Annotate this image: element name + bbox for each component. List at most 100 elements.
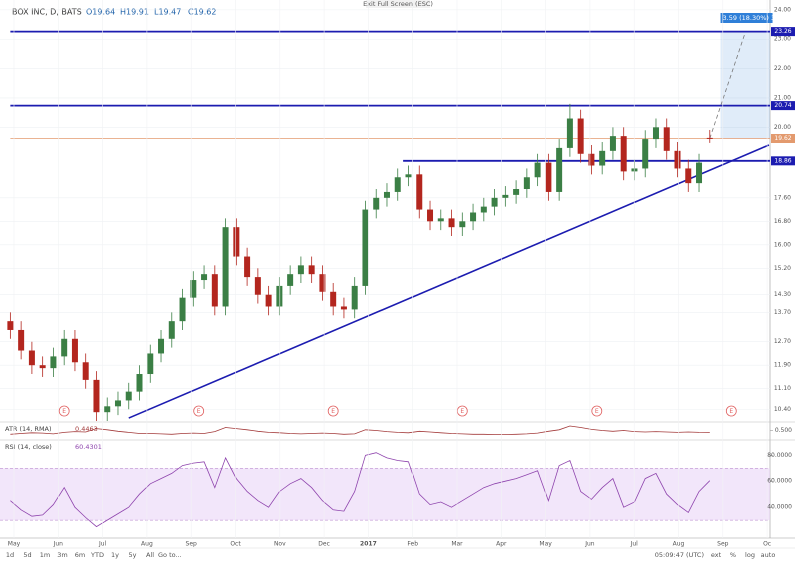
scale-option[interactable]: log — [745, 551, 755, 559]
x-tick-label: Aug — [673, 541, 685, 548]
y-tick-label: 20.00 — [774, 124, 791, 131]
candle-body — [588, 153, 595, 166]
exit-button-bg[interactable] — [366, 0, 430, 8]
candle-body — [513, 189, 520, 195]
earnings-label[interactable]: E — [62, 408, 66, 415]
y-tick-label: 23.00 — [774, 36, 791, 43]
x-tick-label: Sep — [717, 541, 729, 548]
candle-body — [179, 297, 186, 322]
price-label: 20.74 — [774, 102, 791, 109]
candle-body — [104, 406, 111, 413]
candle-body — [158, 338, 165, 354]
indicator-value: 0.4463 — [75, 425, 98, 433]
candle-body — [147, 353, 154, 375]
candle-body — [61, 338, 68, 357]
earnings-marker[interactable] — [193, 405, 205, 417]
candle-body — [696, 162, 703, 184]
candle-body — [287, 274, 294, 286]
ohlc-value: H19.91 — [120, 8, 149, 17]
candle-body — [416, 174, 423, 210]
candle-body — [18, 329, 25, 351]
indicator-line — [10, 425, 710, 435]
candle-body — [373, 197, 380, 210]
candle-body — [599, 150, 606, 166]
range-button[interactable]: 1y — [111, 551, 119, 559]
y-tick-label: 12.70 — [774, 338, 791, 345]
earnings-label[interactable]: E — [197, 408, 201, 415]
earnings-label[interactable]: E — [729, 408, 733, 415]
candle-body — [297, 265, 304, 275]
x-tick-label: Apr — [496, 541, 507, 548]
range-button[interactable]: 3m — [57, 551, 67, 559]
y-tick-label: 0.500 — [775, 427, 792, 434]
exit-fullscreen[interactable]: Exit Full Screen (ESC) — [363, 0, 433, 8]
y-tick-label: 80.0000 — [767, 452, 792, 459]
candle-body — [674, 150, 681, 169]
earnings-marker[interactable] — [58, 405, 70, 417]
candle-body — [437, 218, 444, 222]
y-tick-label: 13.70 — [774, 309, 791, 316]
earnings-marker[interactable] — [327, 405, 339, 417]
candle-body — [652, 127, 659, 140]
candle-body — [706, 137, 713, 139]
earnings-marker[interactable] — [725, 405, 737, 417]
price-label: 23.26 — [774, 28, 791, 35]
earnings-label[interactable]: E — [460, 408, 464, 415]
y-tick-label: 16.00 — [774, 241, 791, 248]
candle-body — [685, 168, 692, 184]
candle-body — [39, 365, 46, 369]
earnings-label[interactable]: E — [595, 408, 599, 415]
clock: 05:09:47 (UTC) — [655, 551, 704, 559]
x-tick-label: Mar — [451, 541, 463, 548]
indicator-name: ATR (14, RMA) — [5, 425, 52, 433]
price-label: 18.86 — [774, 157, 791, 164]
candle-body — [71, 338, 78, 363]
y-tick-label: 11.90 — [774, 362, 791, 369]
x-tick-label: May — [539, 541, 552, 548]
earnings-label[interactable]: E — [331, 408, 335, 415]
candle-body — [448, 218, 455, 228]
candle-body — [233, 227, 240, 257]
ohlc-value: C19.62 — [188, 8, 217, 17]
candle-body — [383, 191, 390, 198]
earnings-marker[interactable] — [591, 405, 603, 417]
x-tick-label: Oct — [230, 541, 241, 548]
projection-path — [709, 31, 746, 139]
candle-body — [340, 306, 347, 310]
scale-option[interactable]: auto — [761, 551, 776, 559]
candle-body — [7, 321, 14, 330]
candle-body — [168, 321, 175, 339]
candle-body — [211, 274, 218, 307]
candle-body — [50, 356, 57, 369]
range-button[interactable]: 5d — [23, 551, 31, 559]
candle-body — [308, 265, 315, 275]
ohlc-value: L19.47 — [154, 8, 181, 17]
y-tick-label: 24.00 — [774, 6, 791, 13]
scale-option[interactable]: ext — [711, 551, 722, 559]
y-tick-label: 15.20 — [774, 265, 791, 272]
range-button[interactable]: All — [146, 551, 154, 559]
price-label-bg — [771, 156, 795, 166]
y-tick-label: 17.60 — [774, 194, 791, 201]
candle-body — [556, 147, 563, 192]
candle-body — [190, 280, 197, 298]
scale-option[interactable]: % — [730, 551, 736, 559]
range-button[interactable]: 1m — [40, 551, 50, 559]
candle-body — [534, 162, 541, 178]
price-label-bg — [771, 101, 795, 111]
candle-body — [642, 139, 649, 169]
range-button[interactable]: YTD — [90, 551, 104, 559]
x-tick-label: Dec — [318, 541, 330, 548]
y-tick-label: 22.00 — [774, 65, 791, 72]
candle-body — [609, 136, 616, 151]
rsi-band — [0, 468, 770, 521]
range-button[interactable]: 6m — [75, 551, 85, 559]
x-tick-label: 2017 — [360, 541, 377, 548]
range-button[interactable]: 5y — [129, 551, 137, 559]
price-label-bg — [771, 27, 795, 37]
candle-body — [405, 174, 412, 178]
range-button[interactable]: 1d — [6, 551, 14, 559]
y-tick-label: 10.40 — [774, 406, 791, 413]
goto-button[interactable]: Go to... — [158, 551, 182, 559]
candle-body — [427, 209, 434, 222]
